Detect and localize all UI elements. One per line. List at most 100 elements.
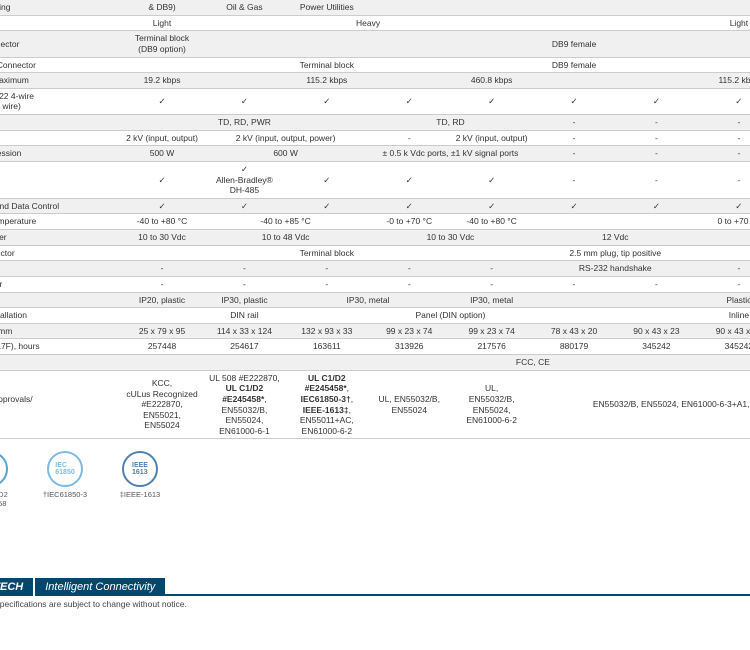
- cert-badges-row: UL*UL C1/D2#E245458IEC61850†IEC61850-3IE…: [0, 451, 750, 508]
- table-cell: Terminal block: [121, 57, 533, 73]
- table-cell: UL C1/D2#E245458*,IEC61850-3†,IEEE-1613‡…: [286, 370, 368, 439]
- table-cell: [615, 88, 697, 114]
- table-cell: [450, 0, 532, 15]
- table-cell: 99 x 23 x 74: [450, 323, 532, 339]
- table-cell: 78 x 43 x 20: [533, 323, 615, 339]
- table-cell: [533, 0, 615, 15]
- cert-badge: UL*UL C1/D2#E245458: [0, 451, 20, 508]
- table-cell: [450, 261, 532, 277]
- table-cell: 90 x 43 x 23: [615, 323, 697, 339]
- row-header: Modes (RS-422 4-wireRS-485 2 & 4 wire): [0, 88, 121, 114]
- table-cell: [368, 261, 450, 277]
- table-cell: KCC,cULus Recognized#E222870,EN55021,EN5…: [121, 370, 203, 439]
- table-cell: [450, 161, 532, 198]
- table-cell: 19.2 kbps: [121, 73, 203, 89]
- table-cell: Panel (DIN option): [368, 308, 533, 324]
- table-cell: [615, 161, 697, 198]
- table-cell: [450, 276, 532, 292]
- table-cell: [121, 88, 203, 114]
- table-cell: Oil & Gas: [203, 0, 285, 15]
- table-cell: 0 to +70 °C: [533, 214, 750, 230]
- table-cell: [698, 130, 750, 146]
- table-cell: 115.2 kbps: [203, 73, 450, 89]
- table-cell: [698, 146, 750, 162]
- row-header: MTBF (MIL217F), hours: [0, 339, 121, 355]
- table-cell: [615, 198, 697, 214]
- table-cell: 10 to 30 Vdc: [121, 230, 203, 246]
- table-cell: [533, 130, 615, 146]
- table-cell: [615, 146, 697, 162]
- row-header: Data Rate, maximum: [0, 73, 121, 89]
- table-cell: Inline: [533, 308, 750, 324]
- cert-badge: IEEE1613‡IEEE-1613: [110, 451, 170, 499]
- table-cell: TD, RD: [368, 115, 533, 131]
- table-cell: [533, 115, 615, 131]
- table-cell: -40 to +80 °C: [121, 214, 203, 230]
- table-cell: Light: [533, 15, 750, 31]
- table-cell: [533, 88, 615, 114]
- table-cell: [698, 198, 750, 214]
- row-header: [0, 355, 121, 371]
- table-cell: [203, 198, 285, 214]
- table-cell: [368, 161, 450, 198]
- table-cell: [533, 161, 615, 198]
- table-cell: IP30, metal: [450, 292, 532, 308]
- table-cell: UL, EN55032/B,EN55024: [368, 370, 450, 439]
- table-cell: [203, 276, 285, 292]
- table-cell: 345242: [615, 339, 697, 355]
- table-cell: 132 x 93 x 33: [286, 323, 368, 339]
- brand-logo: ADVANTECH: [0, 578, 33, 596]
- table-cell: [121, 198, 203, 214]
- table-cell: [286, 276, 368, 292]
- table-cell: UL 508 #E222870,UL C1/D2#E245458*,EN5503…: [203, 370, 285, 439]
- table-cell: 600 W: [203, 146, 368, 162]
- table-cell: [533, 198, 615, 214]
- table-cell: [533, 276, 615, 292]
- row-header: Dimensions, mm: [0, 323, 121, 339]
- table-cell: [615, 130, 697, 146]
- row-header: LEDs: [0, 115, 121, 131]
- row-header: Port Power: [0, 261, 121, 277]
- table-cell: 10 to 48 Vdc: [203, 230, 368, 246]
- footer-note: All product specifications are subject t…: [0, 599, 187, 609]
- table-cell: Terminal block: [615, 57, 750, 73]
- table-cell: Power Utilities: [286, 0, 368, 15]
- table-cell: 10 to 48 Vdc: [698, 230, 750, 246]
- row-header: Battery Power: [0, 276, 121, 292]
- table-cell: 460.8 kbps: [450, 73, 532, 89]
- table-cell: EN55032/B, EN55024, EN61000-6-3+A1, EN61…: [533, 370, 750, 439]
- table-cell: [286, 161, 368, 198]
- table-cell: TD, RD, PWR: [121, 115, 368, 131]
- table-cell: ✓Allen-Bradley®DH-485: [203, 161, 285, 198]
- row-header: Operating Temperature: [0, 214, 121, 230]
- table-cell: IP20, plastic: [121, 292, 203, 308]
- table-cell: [450, 88, 532, 114]
- table-cell: 115.2 kbps: [533, 73, 750, 89]
- table-cell: 12 Vdc: [533, 230, 698, 246]
- table-cell: Light: [121, 15, 203, 31]
- table-cell: [698, 261, 750, 277]
- table-cell: Heavy: [203, 15, 533, 31]
- table-cell: [368, 198, 450, 214]
- table-cell: 25 x 79 x 95: [121, 323, 203, 339]
- table-cell: & DB9): [121, 0, 203, 15]
- row-header: Automatic Send Data Control: [0, 198, 121, 214]
- row-header: External Power: [0, 230, 121, 246]
- table-cell: UL,EN55032/B,EN55024,EN61000-6-2: [450, 370, 532, 439]
- table-cell: [615, 115, 697, 131]
- table-cell: [286, 88, 368, 114]
- row-header: RS-232 Connector: [0, 31, 121, 57]
- row-header: [0, 15, 121, 31]
- table-cell: Terminal block: [698, 245, 750, 261]
- row-header: Modbus: [0, 161, 121, 198]
- table-cell: DB9 female: [203, 31, 750, 57]
- table-cell: 313926: [368, 339, 450, 355]
- table-cell: 2 kV (input, output): [121, 130, 203, 146]
- table-cell: ± 0.5 k Vdc ports, ±1 kV signal ports: [368, 146, 533, 162]
- table-cell: IP30, plastic: [203, 292, 285, 308]
- row-header: Power Connector: [0, 245, 121, 261]
- page-footer: ADVANTECH Intelligent Connectivity All p…: [0, 578, 750, 609]
- table-cell: DB9 female: [533, 57, 615, 73]
- table-cell: [698, 161, 750, 198]
- table-cell: [615, 276, 697, 292]
